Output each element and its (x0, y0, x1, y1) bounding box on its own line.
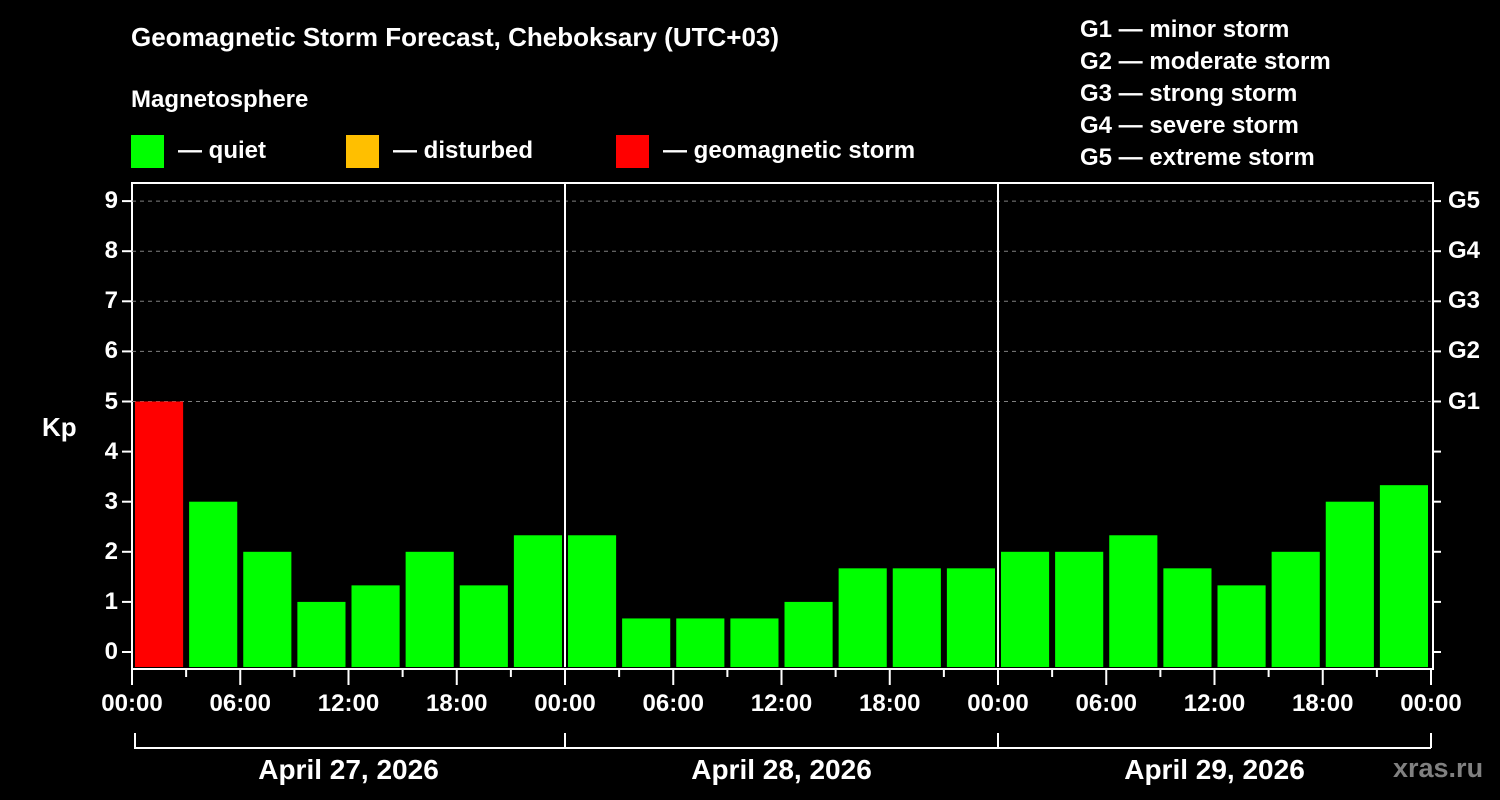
kp-bar (1109, 535, 1158, 667)
kp-bar (784, 601, 833, 667)
quiet-swatch (131, 134, 164, 168)
y-tick-label: 3 (104, 487, 118, 515)
legend-disturbed: — disturbed (346, 134, 533, 168)
g2-legend: G2 — moderate storm (1080, 48, 1331, 75)
kp-bar (1163, 568, 1212, 667)
y-axis-label: Kp (42, 412, 77, 442)
y-tick-label: 6 (104, 337, 118, 365)
y-tick-label: 1 (104, 587, 118, 615)
g3-legend: G3 — strong storm (1080, 80, 1298, 107)
kp-bar (730, 618, 779, 667)
kp-bar (946, 568, 995, 667)
day-label: April 29, 2026 (1124, 754, 1305, 785)
x-tick-label: 00:00 (101, 690, 163, 717)
x-tick-label: 00:00 (534, 690, 596, 717)
x-tick-label: 12:00 (317, 690, 380, 717)
legend-storm-label: — geomagnetic storm (663, 137, 916, 164)
g-tick-label: G5 (1448, 187, 1481, 215)
g4-legend: G4 — severe storm (1080, 112, 1299, 139)
x-tick-label: 06:00 (209, 690, 271, 717)
legend-quiet: — quiet (131, 134, 266, 168)
legend-quiet-label: — quiet (178, 137, 266, 164)
kp-bar (1055, 551, 1104, 667)
kp-bar (1217, 585, 1266, 667)
g-scale-legend: G1 — minor storm G2 — moderate storm G3 … (1080, 14, 1331, 174)
x-tick-label: 18:00 (859, 690, 921, 717)
kp-bar (622, 618, 671, 667)
kp-bar (838, 568, 887, 667)
kp-bar (1379, 485, 1428, 667)
kp-bar (1325, 501, 1374, 667)
kp-bar (1271, 551, 1320, 667)
x-tick-label: 00:00 (967, 690, 1029, 717)
y-tick-label: 8 (104, 237, 118, 265)
day-label: April 28, 2026 (691, 754, 872, 785)
g-tick-label: G2 (1448, 337, 1481, 365)
y-tick-label: 5 (104, 387, 118, 415)
disturbed-swatch (346, 134, 379, 168)
kp-bar (243, 551, 292, 667)
chart-title: Geomagnetic Storm Forecast, Cheboksary (… (131, 22, 780, 52)
day-label: April 27, 2026 (258, 754, 439, 785)
x-tick-label: 00:00 (1400, 690, 1462, 717)
legend-subtitle: Magnetosphere (131, 86, 309, 113)
x-tick-label: 18:00 (426, 690, 488, 717)
kp-bar (351, 585, 400, 667)
legend-storm: — geomagnetic storm (616, 134, 915, 168)
y-tick-label: 9 (104, 187, 118, 215)
watermark: xras.ru (1393, 753, 1484, 783)
x-tick-label: 12:00 (1183, 690, 1246, 717)
kp-bar (676, 618, 725, 667)
kp-bar (568, 535, 617, 667)
y-tick-label: 4 (104, 437, 118, 465)
kp-bar (513, 535, 562, 667)
y-tick-label: 2 (104, 537, 118, 565)
kp-bar (892, 568, 941, 667)
storm-swatch (616, 134, 649, 168)
x-tick-label: 06:00 (642, 690, 704, 717)
g1-legend: G1 — minor storm (1080, 16, 1290, 43)
kp-bar (459, 585, 508, 667)
g-tick-label: G3 (1448, 287, 1481, 315)
kp-bar (189, 501, 238, 667)
x-tick-label: 18:00 (1292, 690, 1354, 717)
g-tick-label: G1 (1448, 387, 1481, 415)
kp-bar (1001, 551, 1050, 667)
y-tick-label: 0 (104, 638, 118, 665)
legend-disturbed-label: — disturbed (393, 137, 534, 164)
y-tick-label: 7 (104, 287, 118, 315)
x-tick-label: 06:00 (1075, 690, 1137, 717)
g5-legend: G5 — extreme storm (1080, 144, 1315, 171)
kp-bar (297, 601, 346, 667)
x-tick-label: 12:00 (750, 690, 813, 717)
g-tick-label: G4 (1448, 237, 1481, 265)
kp-bar (135, 401, 184, 667)
kp-bar (405, 551, 454, 667)
